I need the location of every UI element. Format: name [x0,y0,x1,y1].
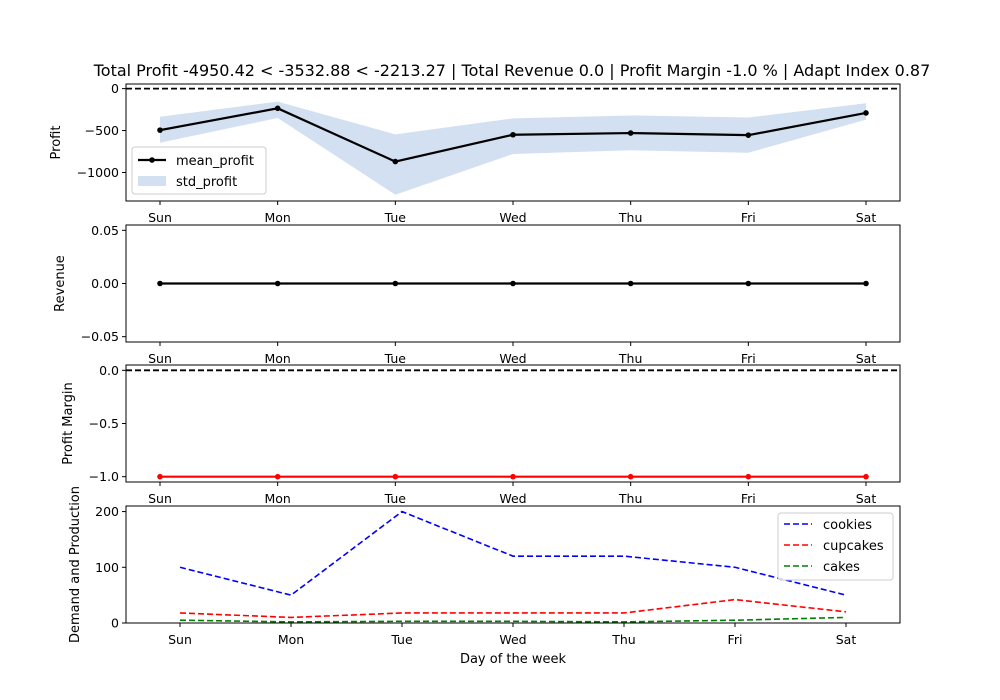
margin-point [392,473,399,480]
x-tick-label: Tue [384,491,407,506]
profit-point [627,130,634,136]
profit-legend: mean_profit std_profit [131,146,267,195]
margin-y-axis-label: Profit Margin [61,382,76,464]
legend-box [777,512,894,581]
x-tick-label: Tue [390,632,413,647]
y-tick-label: −1000 [77,165,119,180]
x-tick-label: Mon [278,632,304,647]
x-tick-label: Sun [168,632,192,647]
chart-panels: 0 −500 −1000 Sun Mon Tue Wed Thu Fri Sat Profit mea… [49,81,901,667]
y-tick-label: 0.0 [99,363,119,378]
x-tick-label: Sun [148,210,172,225]
margin-axes-frame [125,364,901,483]
cakes-line [179,616,847,623]
x-tick-label: Mon [264,210,290,225]
margin-point [510,473,516,480]
revenue-point [745,280,752,287]
revenue-point [510,280,516,287]
revenue-point [392,280,399,287]
x-tick-label: Fri [741,491,756,506]
x-tick-label: Fri [741,210,756,225]
legend-label-cakes: cakes [823,560,860,575]
x-tick-label: Thu [611,632,635,647]
cookies-line [179,510,847,597]
margin-point [863,473,869,480]
legend-label-cupcakes: cupcakes [823,539,884,554]
x-tick-label: Wed [499,351,526,366]
demand-y-axis-label: Demand and Production [68,486,83,643]
profit-y-axis-label: Profit [49,126,64,160]
std-profit-band [160,101,866,195]
x-tick-label: Thu [618,351,642,366]
y-tick-label: 0 [111,616,119,631]
legend-swatch-std-profit [138,176,166,186]
x-tick-label: Sat [856,491,877,506]
revenue-point [274,280,281,287]
x-tick-label: Mon [264,351,290,366]
margin-point [274,473,281,480]
x-tick-label: Fri [728,632,743,647]
figure-title: Total Profit -4950.42 < -3532.88 < -2213… [93,61,931,80]
margin-panel: 0.0 −0.5 −1.0 Sun Mon Tue Wed Thu Fri Sat Profit M… [61,363,901,506]
x-tick-label: Sat [856,351,877,366]
x-axis-label: Day of the week [460,652,567,667]
margin-point [157,473,163,480]
y-tick-label: −0.05 [81,329,119,344]
profit-panel: 0 −500 −1000 Sun Mon Tue Wed Thu Fri Sat Profit mea… [49,81,901,225]
x-tick-label: Thu [618,210,642,225]
y-tick-label: −0.5 [89,416,119,431]
legend-label-std-profit: std_profit [176,175,237,190]
y-tick-label: 200 [95,504,119,519]
revenue-panel: 0.05 0.00 −0.05 Sun Mon Tue Wed Thu Fri Sat Revenu… [53,223,901,366]
x-tick-label: Thu [618,491,642,506]
y-tick-label: −500 [85,123,119,138]
profit-point [274,105,281,112]
profit-point [863,110,869,116]
y-tick-label: 100 [95,560,119,575]
x-tick-label: Tue [384,351,407,366]
demand-legend: cookies cupcakes cakes [777,512,894,581]
x-tick-label: Tue [384,210,407,225]
y-tick-label: −1.0 [89,469,119,484]
margin-point [745,473,752,480]
revenue-point [627,280,634,287]
profit-point [745,132,752,138]
margin-point [627,473,634,480]
profit-point [392,158,399,165]
y-tick-label: 0.00 [91,276,119,291]
profit-point [510,131,516,138]
y-tick-label: 0 [111,81,119,96]
revenue-point [863,280,869,287]
x-tick-label: Wed [499,632,526,647]
x-tick-label: Sun [148,351,172,366]
x-tick-label: Sat [856,210,877,225]
revenue-y-axis-label: Revenue [53,255,68,312]
y-tick-label: 0.05 [91,223,119,238]
profit-point [157,127,163,133]
x-tick-label: Sat [836,632,857,647]
demand-panel: 0 100 200 Sun Mon Tue Wed Thu Fri Sat Demand and P… [68,486,901,667]
cupcakes-line [179,598,847,619]
x-tick-label: Wed [499,491,526,506]
revenue-point [157,280,163,287]
legend-label-cookies: cookies [823,518,872,533]
x-tick-label: Mon [264,491,290,506]
x-tick-label: Sun [148,491,172,506]
x-tick-label: Wed [499,210,526,225]
x-tick-label: Fri [741,351,756,366]
legend-label-mean-profit: mean_profit [176,154,254,169]
legend-marker [149,157,155,163]
